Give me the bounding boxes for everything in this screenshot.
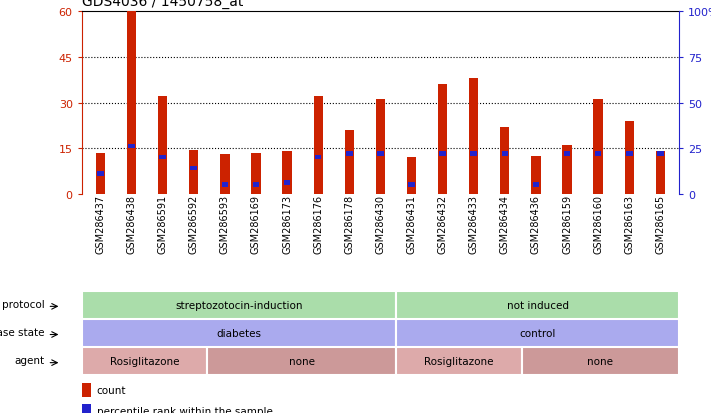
Bar (624, 121, 634, 194)
Bar (159, 156, 166, 160)
Bar (252, 183, 260, 188)
Bar (208, 347, 396, 375)
Text: Rosiglitazone: Rosiglitazone (424, 356, 493, 366)
Text: GSM286176: GSM286176 (313, 194, 324, 253)
Bar (314, 97, 323, 194)
Bar (82, 383, 91, 396)
Text: GSM286592: GSM286592 (188, 194, 199, 253)
Text: percentile rank within the sample: percentile rank within the sample (97, 406, 272, 413)
Bar (97, 172, 104, 176)
Text: diabetes: diabetes (216, 328, 262, 338)
Text: disease state: disease state (0, 327, 45, 337)
Bar (522, 347, 679, 375)
Bar (222, 183, 228, 188)
Text: GSM286437: GSM286437 (95, 194, 105, 253)
Text: GSM286436: GSM286436 (531, 194, 541, 253)
Text: GSM286591: GSM286591 (158, 194, 168, 253)
Text: GSM286165: GSM286165 (656, 194, 665, 253)
Text: GSM286430: GSM286430 (375, 194, 385, 253)
Bar (396, 319, 679, 347)
Bar (562, 146, 572, 194)
Text: none: none (289, 356, 315, 366)
Text: GSM286434: GSM286434 (500, 194, 510, 253)
Text: GSM286593: GSM286593 (220, 194, 230, 253)
Bar (408, 183, 415, 188)
Text: GSM286433: GSM286433 (469, 194, 479, 253)
Bar (657, 152, 663, 157)
Bar (346, 152, 353, 157)
Text: GSM286160: GSM286160 (593, 194, 603, 253)
Bar (315, 156, 321, 160)
Bar (375, 100, 385, 194)
Bar (594, 100, 603, 194)
Bar (345, 131, 354, 194)
Bar (82, 347, 208, 375)
Bar (128, 145, 135, 149)
Text: GSM286169: GSM286169 (251, 194, 261, 253)
Bar (396, 347, 522, 375)
Text: none: none (587, 356, 614, 366)
Bar (282, 152, 292, 194)
Bar (82, 291, 396, 319)
Text: GSM286178: GSM286178 (344, 194, 354, 253)
Bar (656, 152, 665, 194)
Bar (501, 152, 508, 157)
Text: GSM286438: GSM286438 (127, 194, 137, 253)
Text: not induced: not induced (506, 300, 569, 310)
Bar (533, 183, 539, 188)
Bar (377, 152, 384, 157)
Text: Rosiglitazone: Rosiglitazone (110, 356, 179, 366)
Bar (220, 155, 230, 194)
Bar (564, 152, 570, 157)
Bar (82, 404, 91, 413)
Bar (251, 153, 261, 194)
Bar (127, 12, 137, 194)
Bar (396, 291, 679, 319)
Bar (439, 152, 446, 157)
Bar (595, 152, 602, 157)
Bar (438, 85, 447, 194)
Text: GSM286432: GSM286432 (437, 194, 448, 253)
Bar (191, 166, 197, 171)
Text: GSM286159: GSM286159 (562, 194, 572, 253)
Bar (407, 158, 416, 194)
Bar (469, 79, 479, 194)
Text: GSM286173: GSM286173 (282, 194, 292, 253)
Text: GSM286163: GSM286163 (624, 194, 634, 253)
Bar (189, 150, 198, 194)
Bar (531, 156, 540, 194)
Bar (500, 128, 510, 194)
Bar (626, 152, 633, 157)
Text: count: count (97, 385, 126, 395)
Bar (96, 153, 105, 194)
Text: agent: agent (15, 355, 45, 365)
Text: GDS4036 / 1450758_at: GDS4036 / 1450758_at (82, 0, 243, 9)
Text: GSM286431: GSM286431 (407, 194, 417, 253)
Text: protocol: protocol (2, 299, 45, 309)
Bar (284, 181, 290, 185)
Bar (471, 152, 477, 157)
Text: control: control (519, 328, 556, 338)
Bar (158, 97, 167, 194)
Bar (82, 319, 396, 347)
Text: streptozotocin-induction: streptozotocin-induction (175, 300, 303, 310)
